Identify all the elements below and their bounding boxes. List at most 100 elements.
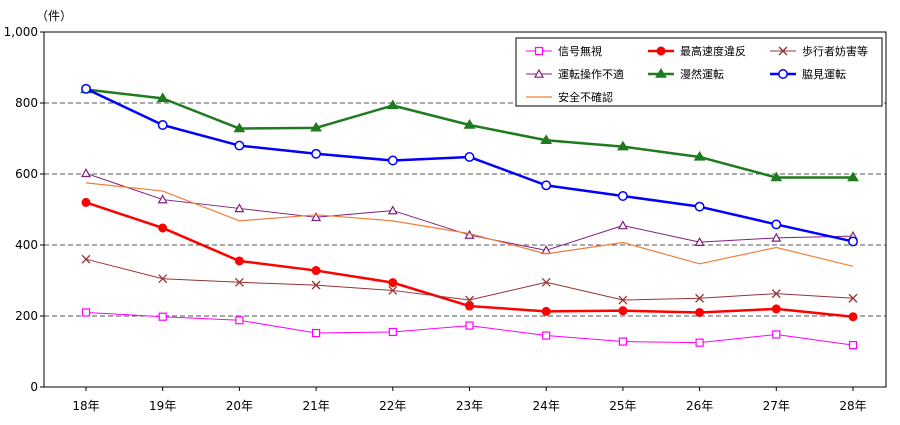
data-point [848,293,858,303]
data-point [156,92,169,103]
y-tick-label: 600 [15,167,38,181]
legend-label: 安全不確認 [558,90,613,104]
series [81,308,858,350]
data-point [541,277,551,287]
data-point-stroke [465,295,474,305]
legend-item: 信号無視 [526,44,602,58]
data-point-stroke [848,293,858,303]
data-point [386,99,399,110]
data-point [233,122,246,133]
data-point [464,152,475,162]
data-point [617,191,628,201]
y-tick-label: 0 [30,380,38,394]
data-point [534,46,544,56]
series [85,182,854,267]
legend-label: 漫然運転 [680,67,724,81]
data-point [848,312,858,322]
x-tick-label: 27年 [763,399,790,413]
data-point [771,304,781,314]
data-point-stroke [311,280,321,290]
series [80,168,859,255]
legend-label: 脇見運転 [802,68,846,81]
data-point [465,301,474,311]
series-line [85,182,854,267]
data-point-stroke [388,285,398,295]
x-tick-label: 26年 [686,399,713,413]
data-point [847,171,859,182]
data-point [656,46,666,56]
y-tick-label: 400 [15,238,38,252]
data-point [234,203,245,213]
y-tick-label: 200 [15,309,38,323]
legend-item: 運転操作不適 [526,67,624,81]
data-point [694,236,705,246]
data-point [158,223,168,233]
data-point [234,140,245,151]
data-point [387,205,398,215]
data-point [542,331,551,340]
data-point [80,168,92,178]
data-point-stroke [234,277,244,287]
data-point-stroke [541,277,551,287]
legend-item: 脇見運転 [770,68,846,81]
x-tick-label: 22年 [379,399,406,413]
data-point [311,212,322,222]
legend-item: 歩行者妨害等 [770,44,868,58]
data-point [848,236,858,247]
data-point-stroke [81,254,91,264]
data-point [655,68,667,78]
data-point [157,120,168,130]
legend-label: 歩行者妨害等 [802,44,868,58]
data-point [388,285,398,295]
x-tick-label: 20年 [226,399,253,413]
data-point [772,330,781,339]
data-point-stroke [778,46,788,56]
axis-layer: 0 200 400 600 800 1,000 18年 19年 20年 21年 22年 23年 24年 2… [4,25,887,413]
data-point [618,306,628,316]
y-tick-label: 1,000 [4,25,38,39]
data-point-stroke [158,274,168,284]
data-point [541,180,552,191]
legend-label: 最高速度違反 [680,44,746,58]
data-point [695,293,705,303]
legend-label: 信号無視 [558,44,602,58]
data-point [311,148,322,159]
x-tick-label: 28年 [839,399,866,413]
x-tick-label: 21年 [302,399,329,413]
data-point [848,341,858,350]
data-point [465,321,474,330]
data-point [234,277,244,287]
x-tick-label: 24年 [533,399,560,413]
data-point [617,220,628,230]
x-tick-label: 19年 [149,399,176,413]
x-tick-label: 23年 [456,399,483,413]
data-point [695,307,705,317]
data-point [158,274,168,284]
data-point [311,280,321,290]
data-point [235,316,244,325]
data-point-stroke [695,293,705,303]
data-point [157,194,168,204]
data-point [387,155,398,166]
series [81,83,858,247]
data-point [81,254,91,264]
legend-label: 運転操作不適 [558,67,624,81]
data-point [618,295,628,305]
data-point [465,295,474,305]
data-point-stroke [618,295,628,305]
series [81,254,858,305]
data-point [388,327,397,337]
data-point [771,232,782,242]
data-point [463,119,476,129]
legend-item: 最高速度違反 [648,44,746,58]
data-point [81,83,91,94]
data-point [541,306,551,316]
data-point [694,201,705,212]
data-point [771,289,781,299]
grid-layer [44,102,886,317]
data-point [540,134,553,144]
data-point [158,312,167,321]
legend-item: 漫然運転 [648,67,724,81]
data-point [778,46,788,56]
